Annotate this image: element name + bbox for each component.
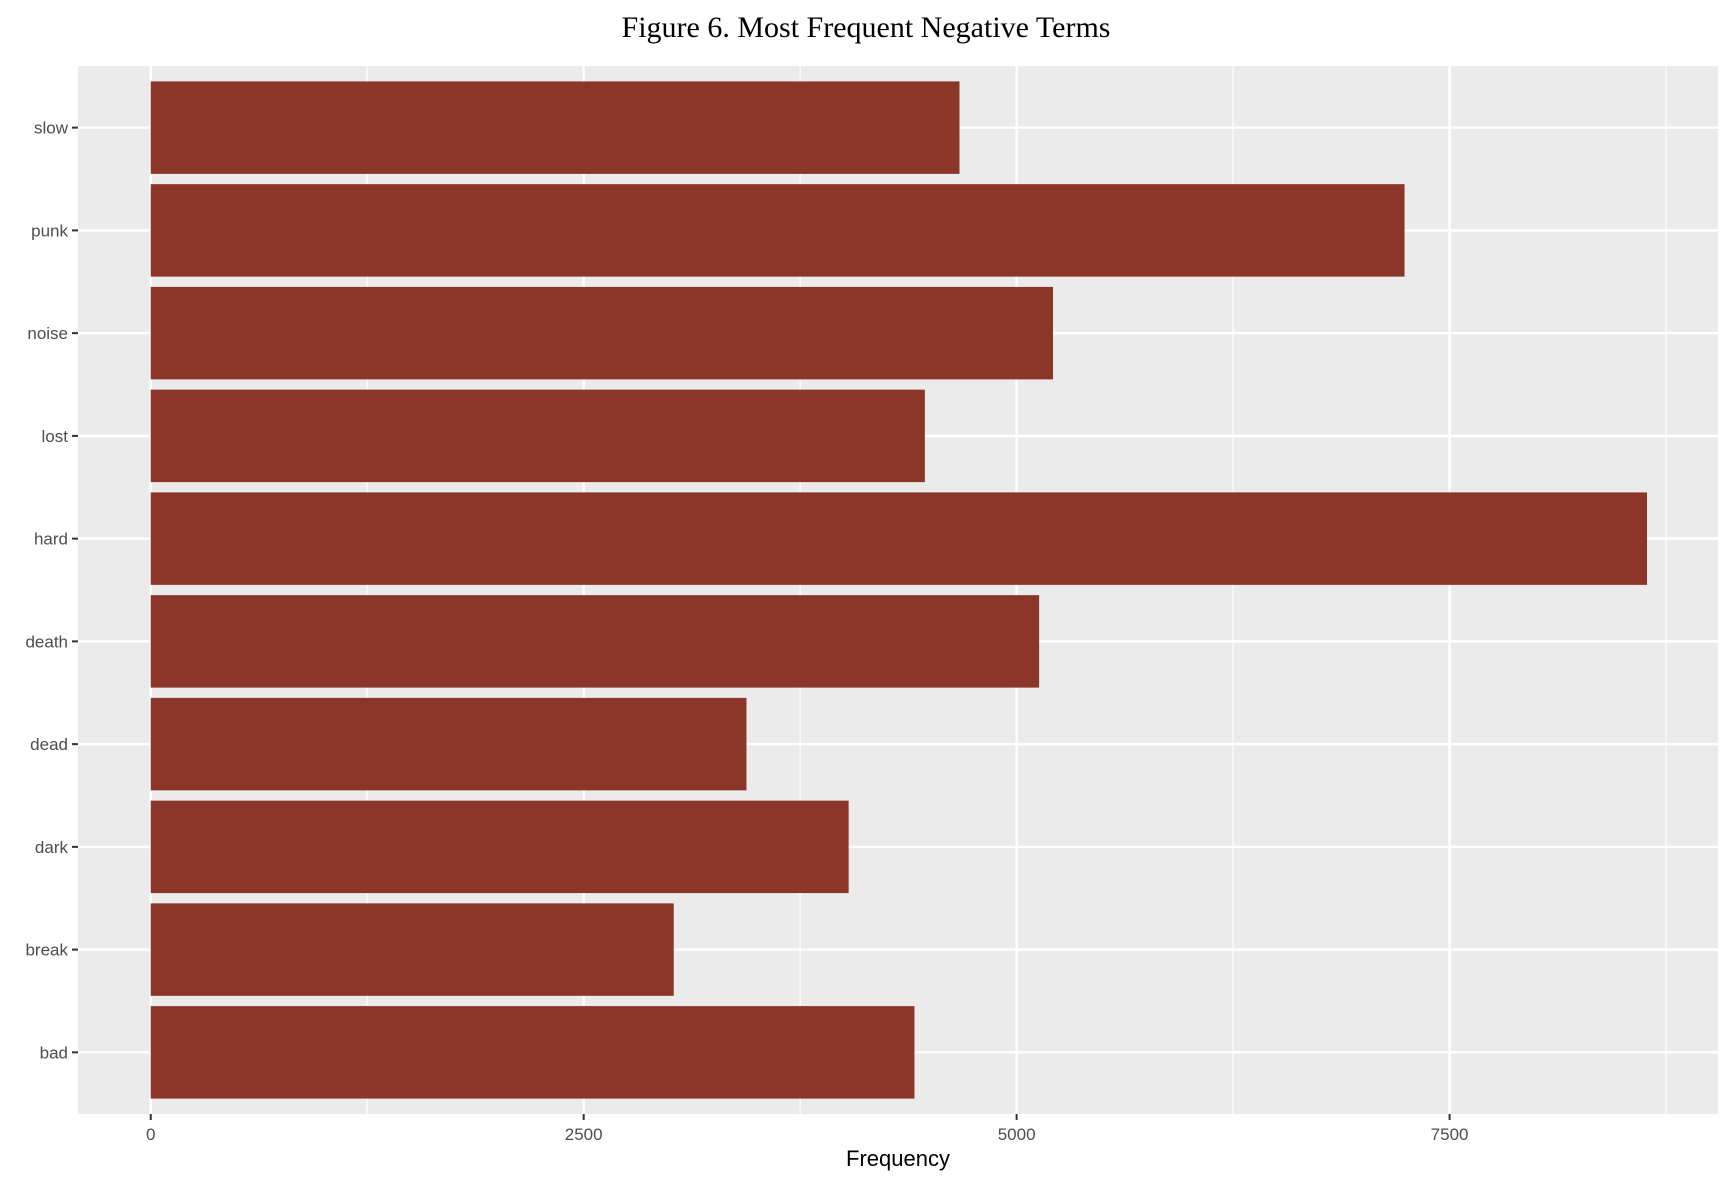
y-tick-label-bad: bad bbox=[40, 1043, 68, 1062]
y-tick-label-noise: noise bbox=[27, 324, 68, 343]
y-tick-label-lost: lost bbox=[42, 427, 69, 446]
x-axis: 0 2500 5000 7500 bbox=[146, 1114, 1468, 1144]
bar-punk bbox=[150, 184, 1405, 277]
bar-break bbox=[150, 903, 674, 996]
x-tick-label: 2500 bbox=[565, 1125, 603, 1144]
y-axis: slow punk noise lost hard death dead dark break b… bbox=[25, 119, 78, 1062]
bars bbox=[150, 81, 1647, 1099]
bar-hard bbox=[150, 492, 1647, 585]
y-tick-label-slow: slow bbox=[34, 119, 69, 138]
bar-noise bbox=[150, 286, 1053, 380]
y-tick-label-dead: dead bbox=[30, 735, 68, 754]
bar-slow bbox=[150, 81, 960, 174]
x-tick-label: 5000 bbox=[998, 1125, 1036, 1144]
bar-dark bbox=[150, 800, 849, 894]
x-tick-label: 0 bbox=[146, 1125, 155, 1144]
y-tick-label-hard: hard bbox=[34, 530, 68, 549]
y-tick-label-break: break bbox=[25, 941, 68, 960]
chart-title: Figure 6. Most Frequent Negative Terms bbox=[621, 11, 1111, 44]
x-axis-title: Frequency bbox=[846, 1146, 950, 1171]
bar-death bbox=[150, 595, 1040, 688]
x-tick-label: 7500 bbox=[1431, 1125, 1469, 1144]
bar-bad bbox=[150, 1006, 915, 1099]
y-tick-label-death: death bbox=[25, 632, 68, 651]
bar-dead bbox=[150, 697, 747, 791]
y-tick-label-punk: punk bbox=[31, 221, 68, 240]
y-tick-label-dark: dark bbox=[35, 838, 69, 857]
bar-lost bbox=[150, 389, 925, 483]
